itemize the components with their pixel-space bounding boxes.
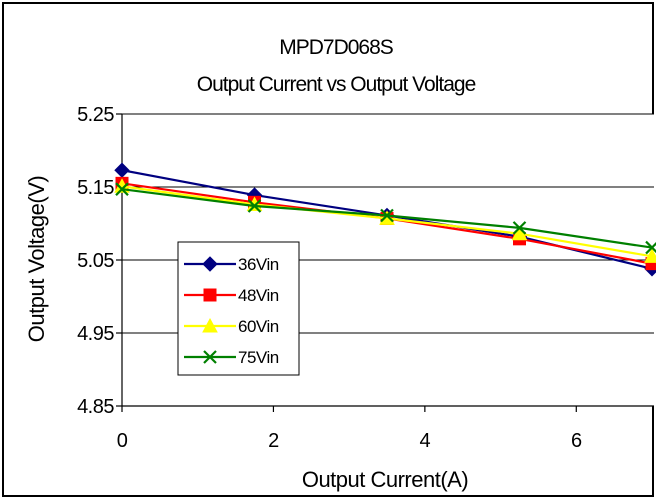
x-tick-label: 2: [268, 430, 279, 452]
x-axis-title: Output Current(A): [302, 467, 468, 492]
x-tick-label: 4: [420, 430, 431, 452]
data-point: [645, 240, 656, 255]
legend-item: 60Vin: [184, 317, 279, 336]
data-point: [380, 208, 394, 223]
y-tick-label: 4.85: [77, 396, 114, 418]
data-point: [511, 225, 528, 241]
data-point: [512, 221, 527, 235]
chart-title: MPD7D068S: [279, 36, 394, 59]
legend-item: 36Vin: [184, 255, 279, 274]
legend-item: 48Vin: [184, 286, 279, 305]
data-point: [247, 199, 262, 213]
legend-item: 75Vin: [184, 348, 279, 367]
y-tick-label: 4.95: [77, 323, 114, 345]
legend-label: 60Vin: [238, 317, 279, 336]
tick-labels: 4.85 4.95 5.05 5.15 5.25 0 2 4 6: [77, 104, 582, 452]
legend-marker: [203, 288, 217, 302]
x-tick-label: 6: [571, 430, 582, 452]
series-60Vin: [114, 178, 656, 263]
y-tick-label: 5.05: [77, 250, 114, 272]
legend-label: 48Vin: [238, 286, 279, 305]
series-group: [114, 162, 656, 277]
data-point: [115, 182, 129, 196]
x-tick-label: 0: [117, 430, 128, 452]
legend: 36Vin 48Vin 60Vin 75Vin: [177, 241, 300, 376]
legend-label: 36Vin: [238, 255, 279, 274]
legend-label: 75Vin: [238, 348, 279, 367]
y-tick-label: 5.25: [77, 104, 114, 126]
legend-marker: [203, 350, 217, 364]
chart-subtitle: Output Current vs Output Voltage: [197, 73, 476, 96]
legend-marker: [202, 317, 218, 333]
y-axis-title: Output Voltage(V): [24, 176, 49, 342]
series-75Vin: [115, 182, 656, 255]
legend-marker: [202, 256, 218, 272]
y-tick-label: 5.15: [77, 177, 114, 199]
